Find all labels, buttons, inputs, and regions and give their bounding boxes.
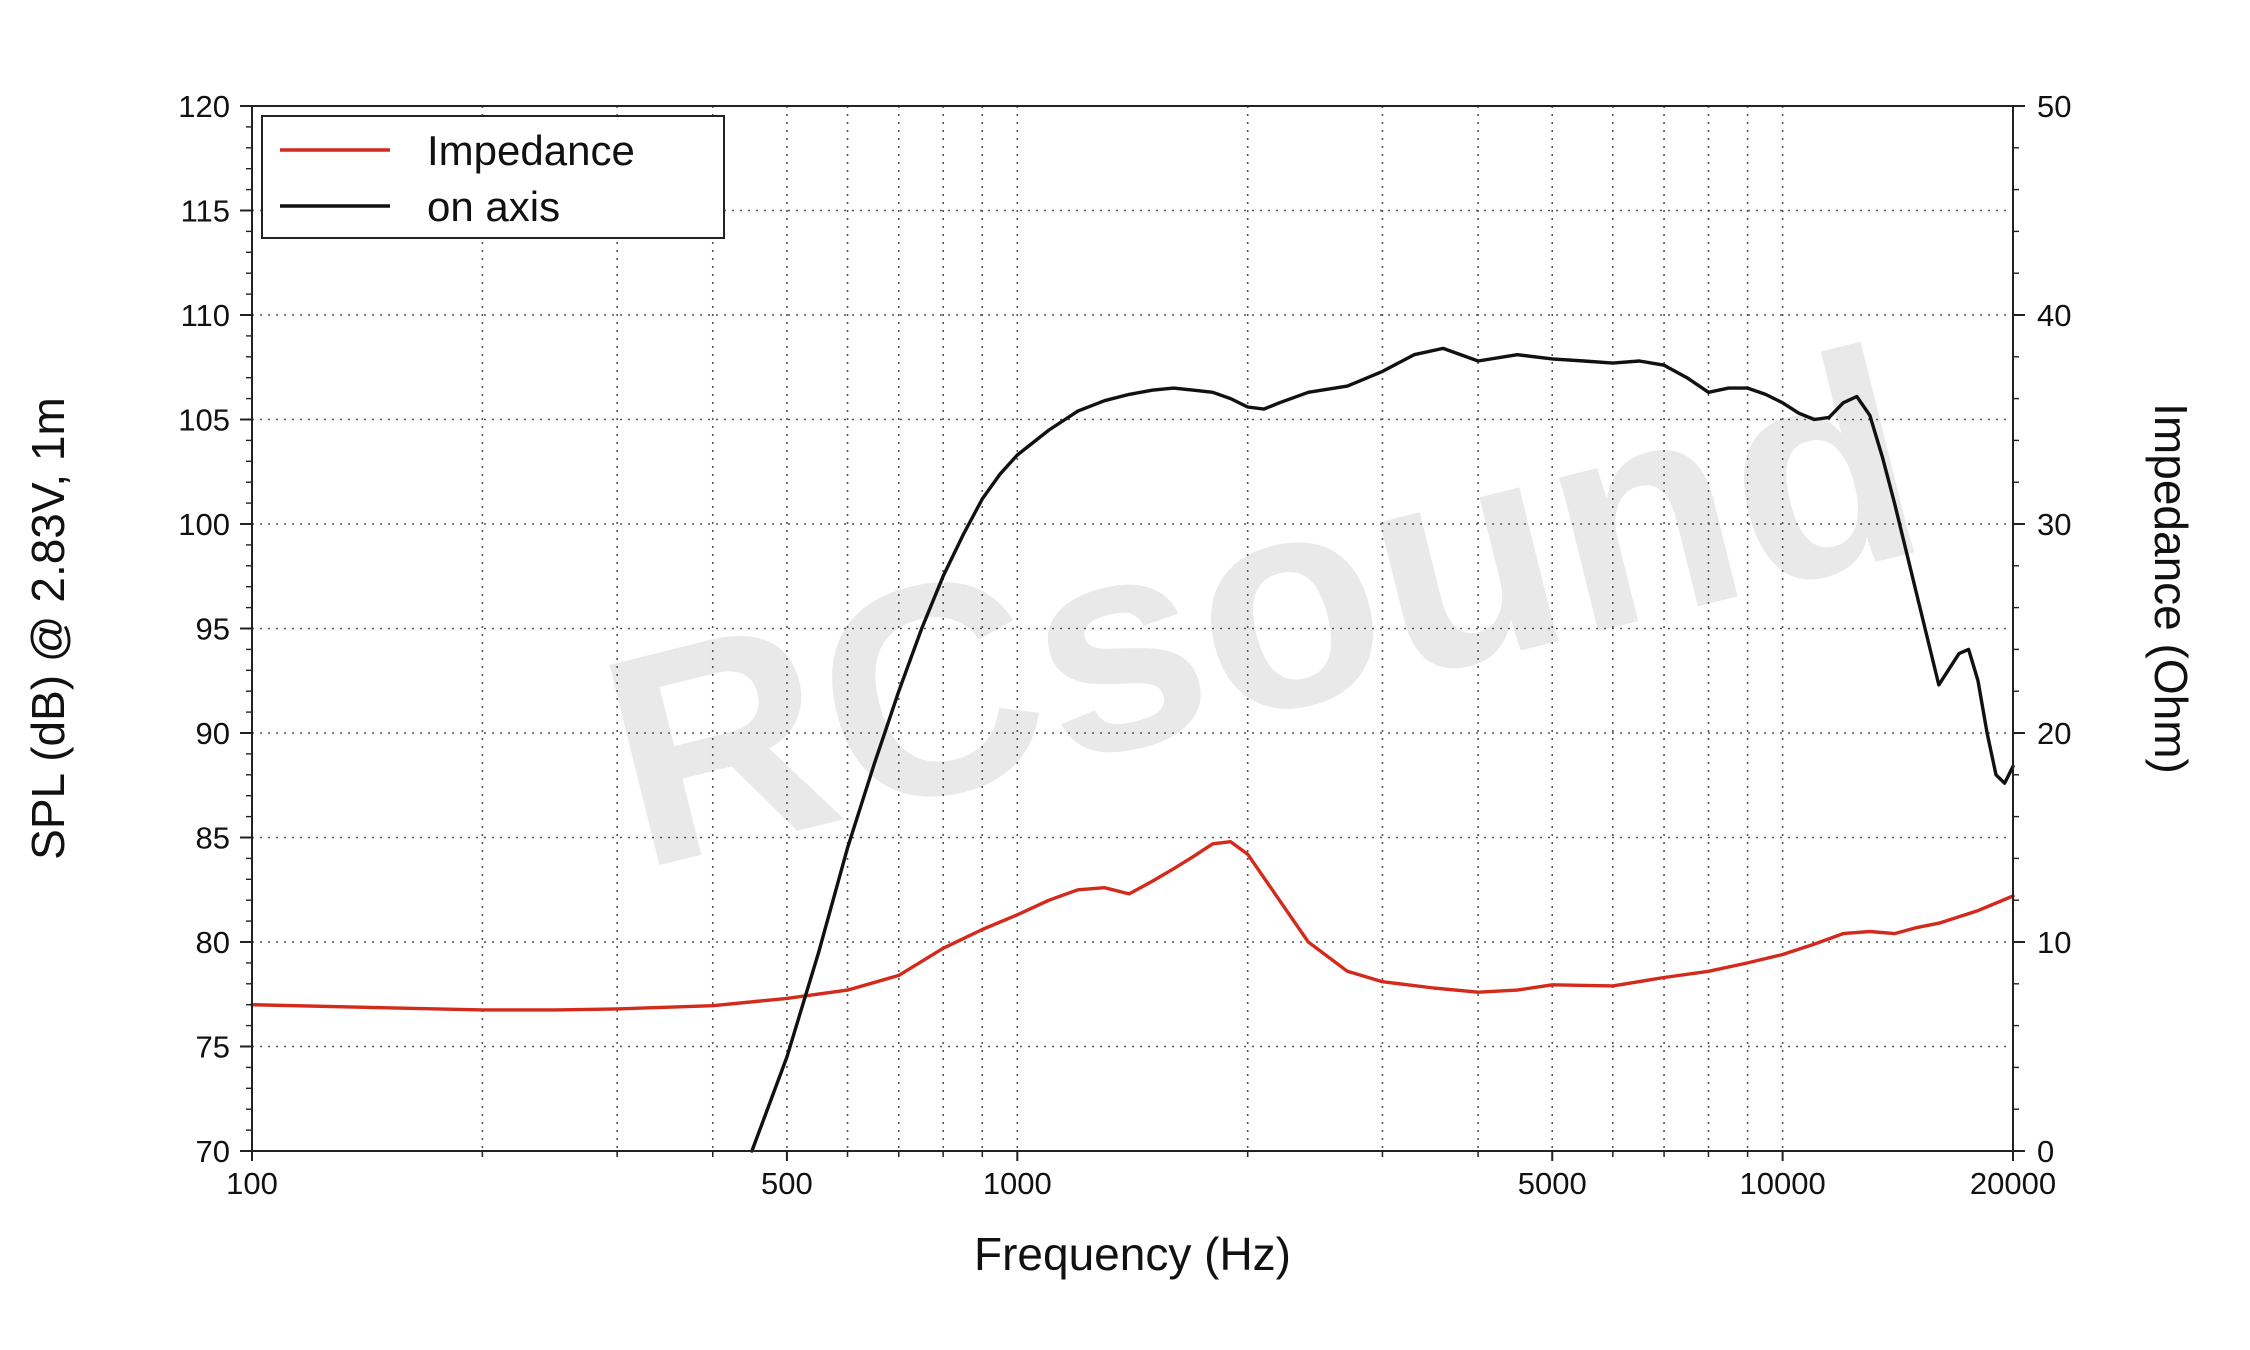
x-tick-label: 10000 bbox=[1740, 1166, 1826, 1201]
watermark-logo: RCsound bbox=[574, 284, 1949, 933]
y-tick-label: 90 bbox=[196, 716, 230, 751]
series-line-on-axis bbox=[750, 346, 2015, 1153]
y-tick-label: 75 bbox=[196, 1030, 230, 1065]
y2-tick-label: 30 bbox=[2037, 507, 2071, 542]
y-tick-label: 120 bbox=[178, 89, 230, 124]
y2-tick-label: 10 bbox=[2037, 925, 2071, 960]
x-tick-label: 100 bbox=[226, 1166, 278, 1201]
series-line-impedance bbox=[250, 840, 2015, 1012]
x-tick-label: 1000 bbox=[983, 1166, 1052, 1201]
y-tick-label: 80 bbox=[196, 925, 230, 960]
y2-tick-label: 20 bbox=[2037, 716, 2071, 751]
y2-tick-label: 0 bbox=[2037, 1134, 2054, 1169]
x-tick-label: 500 bbox=[761, 1166, 813, 1201]
y2-tick-label: 50 bbox=[2037, 89, 2071, 124]
y-tick-label: 105 bbox=[178, 403, 230, 438]
y-tick-label: 70 bbox=[196, 1134, 230, 1169]
y-tick-label: 115 bbox=[181, 194, 230, 229]
y-tick-label: 100 bbox=[178, 507, 230, 542]
y-tick-label: 85 bbox=[196, 821, 230, 856]
x-tick-label: 5000 bbox=[1518, 1166, 1587, 1201]
legend-box bbox=[261, 115, 725, 239]
legend-label: Impedance bbox=[427, 127, 635, 174]
y-axis-title: SPL (dB) @ 2.83V, 1m bbox=[22, 397, 74, 860]
y-tick-label: 110 bbox=[181, 298, 230, 333]
y2-tick-label: 40 bbox=[2037, 298, 2071, 333]
y-tick-label: 95 bbox=[196, 612, 230, 647]
legend-label: on axis bbox=[427, 183, 560, 230]
x-tick-label: 20000 bbox=[1970, 1166, 2056, 1201]
x-axis-title: Frequency (Hz) bbox=[974, 1228, 1291, 1280]
y2-axis-title: Impedance (Ohm) bbox=[2145, 403, 2197, 774]
